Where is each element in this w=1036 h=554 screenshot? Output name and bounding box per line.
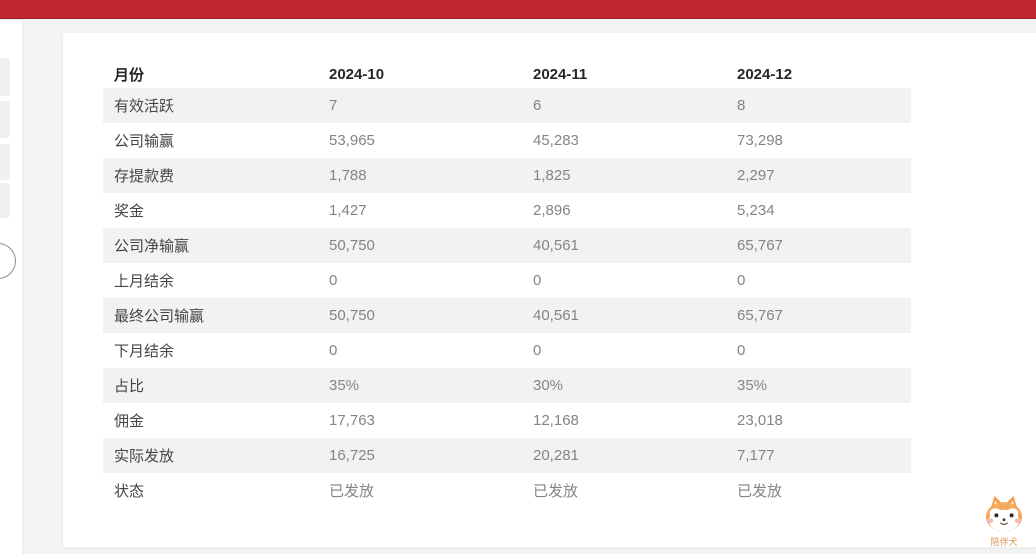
table-row: 存提款费 1,788 1,825 2,297: [103, 158, 911, 193]
row-label: 上月结余: [114, 273, 175, 290]
row-value-2024-12: 35%: [737, 377, 768, 394]
row-value-2024-10: 17,763: [329, 412, 375, 429]
row-value-2024-10: 53,965: [329, 132, 375, 149]
row-value-2024-12: 已发放: [737, 483, 783, 500]
sidebar-skeleton-item: [0, 183, 10, 218]
row-value-2024-11: 0: [533, 272, 542, 289]
row-label: 占比: [114, 378, 145, 395]
table-header-row: 月份 2024-10 2024-11 2024-12: [103, 60, 911, 88]
row-value-2024-11: 45,283: [533, 132, 579, 149]
row-value-2024-11: 2,896: [533, 202, 571, 219]
table-row: 占比 35% 30% 35%: [103, 368, 911, 403]
column-header-2024-11: 2024-11: [533, 65, 588, 83]
sidebar-skeleton-item: [0, 58, 10, 96]
report-card: 月份 2024-10 2024-11 2024-12 有效活跃 7 6 8 公司…: [63, 33, 1036, 547]
row-value-2024-10: 已发放: [329, 483, 375, 500]
row-value-2024-10: 7: [329, 97, 338, 114]
row-label: 佣金: [114, 413, 145, 430]
table-row: 实际发放 16,725 20,281 7,177: [103, 438, 911, 473]
row-value-2024-12: 23,018: [737, 412, 783, 429]
row-value-2024-10: 50,750: [329, 307, 375, 324]
row-label: 实际发放: [114, 448, 175, 465]
table-row: 最终公司输赢 50,750 40,561 65,767: [103, 298, 911, 333]
table-row: 有效活跃 7 6 8: [103, 88, 911, 123]
sidebar-sliver: [0, 20, 22, 554]
row-value-2024-10: 1,427: [329, 202, 367, 219]
row-value-2024-11: 40,561: [533, 307, 579, 324]
row-value-2024-10: 0: [329, 342, 338, 359]
row-value-2024-11: 已发放: [533, 483, 579, 500]
row-value-2024-11: 0: [533, 342, 542, 359]
row-value-2024-12: 7,177: [737, 447, 775, 464]
row-value-2024-12: 2,297: [737, 167, 775, 184]
table-row: 公司净输赢 50,750 40,561 65,767: [103, 228, 911, 263]
row-value-2024-10: 16,725: [329, 447, 375, 464]
row-value-2024-12: 65,767: [737, 307, 783, 324]
row-value-2024-11: 6: [533, 97, 542, 114]
table-row: 佣金 17,763 12,168 23,018: [103, 403, 911, 438]
row-value-2024-11: 40,561: [533, 237, 579, 254]
mascot-label: 陪伴犬: [990, 537, 1018, 547]
row-label: 状态: [114, 483, 145, 500]
sidebar-skeleton-item: [0, 101, 10, 138]
row-value-2024-12: 0: [737, 342, 746, 359]
report-table-body: 有效活跃 7 6 8 公司输赢 53,965 45,283 73,298 存提款…: [103, 88, 911, 508]
column-header-2024-12: 2024-12: [737, 65, 793, 83]
top-bar: [0, 0, 1036, 19]
row-value-2024-10: 0: [329, 272, 338, 289]
table-row: 状态 已发放 已发放 已发放: [103, 473, 911, 508]
mascot-helper-button[interactable]: 陪伴犬: [979, 494, 1029, 547]
column-header-2024-10: 2024-10: [329, 65, 385, 83]
row-label: 公司输赢: [114, 133, 175, 150]
row-value-2024-12: 8: [737, 97, 746, 114]
monthly-report-table: 月份 2024-10 2024-11 2024-12 有效活跃 7 6 8 公司…: [103, 60, 911, 508]
row-value-2024-11: 20,281: [533, 447, 579, 464]
shiba-dog-icon: [981, 495, 1027, 538]
table-row: 公司输赢 53,965 45,283 73,298: [103, 123, 911, 158]
row-value-2024-11: 12,168: [533, 412, 579, 429]
row-value-2024-10: 50,750: [329, 237, 375, 254]
row-value-2024-12: 73,298: [737, 132, 783, 149]
sidebar-skeleton-item: [0, 144, 10, 180]
row-value-2024-11: 30%: [533, 377, 564, 394]
row-label: 下月结余: [114, 343, 175, 360]
row-label: 公司净输赢: [114, 238, 190, 255]
row-label: 存提款费: [114, 168, 175, 185]
row-value-2024-12: 0: [737, 272, 746, 289]
column-header-month: 月份: [114, 66, 145, 84]
row-value-2024-11: 1,825: [533, 167, 571, 184]
row-value-2024-10: 1,788: [329, 167, 367, 184]
row-value-2024-12: 5,234: [737, 202, 775, 219]
row-label: 最终公司输赢: [114, 308, 205, 325]
row-label: 奖金: [114, 203, 145, 220]
row-value-2024-10: 35%: [329, 377, 360, 394]
row-label: 有效活跃: [114, 98, 175, 115]
table-row: 上月结余 0 0 0: [103, 263, 911, 298]
row-value-2024-12: 65,767: [737, 237, 783, 254]
table-row: 下月结余 0 0 0: [103, 333, 911, 368]
table-row: 奖金 1,427 2,896 5,234: [103, 193, 911, 228]
